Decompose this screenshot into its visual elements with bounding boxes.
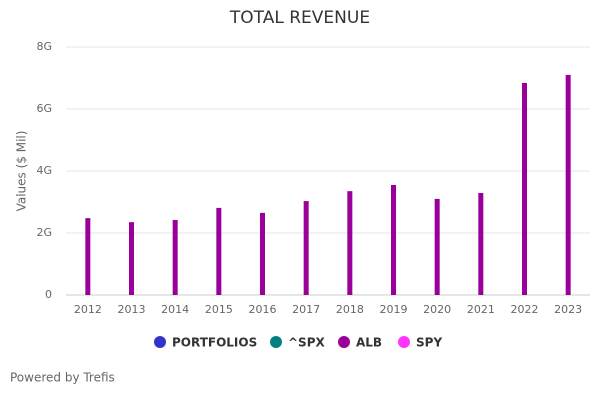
- x-tick-label: 2023: [554, 303, 582, 316]
- x-tick-label: 2018: [336, 303, 364, 316]
- bar: [303, 201, 309, 295]
- legend-marker: [338, 336, 350, 348]
- legend-label: SPY: [416, 336, 442, 350]
- x-tick-label: 2020: [423, 303, 451, 316]
- bar: [478, 193, 484, 295]
- legend-marker: [270, 336, 282, 348]
- legend-marker: [154, 336, 166, 348]
- bar: [347, 191, 353, 295]
- bar: [565, 74, 571, 296]
- legend-label: PORTFOLIOS: [172, 336, 257, 350]
- y-tick-label: 4G: [36, 164, 52, 177]
- x-tick-label: 2017: [292, 303, 320, 316]
- x-tick-label: 2012: [74, 303, 102, 316]
- credits: Powered by Trefis: [10, 371, 115, 385]
- bar: [216, 207, 222, 295]
- x-tick-label: 2022: [511, 303, 539, 316]
- bar: [260, 212, 265, 295]
- y-tick-label: 6G: [36, 102, 52, 115]
- x-tick-label: 2021: [467, 303, 495, 316]
- bar: [391, 184, 396, 295]
- x-tick-label: 2015: [205, 303, 233, 316]
- bar: [172, 219, 178, 295]
- legend-label: ^SPX: [288, 336, 325, 350]
- legend-label: ALB: [356, 336, 382, 350]
- x-tick-label: 2013: [118, 303, 146, 316]
- y-tick-label: 2G: [36, 226, 52, 239]
- legend-marker: [398, 336, 410, 348]
- chart-title: TOTAL REVENUE: [229, 8, 370, 28]
- x-tick-label: 2014: [161, 303, 189, 316]
- bar: [522, 82, 527, 296]
- x-tick-label: 2016: [249, 303, 277, 316]
- y-axis-label: Values ($ Mil): [15, 131, 29, 212]
- bar: [129, 222, 134, 295]
- bar: [434, 198, 440, 295]
- bar: [85, 218, 91, 295]
- x-tick-label: 2019: [380, 303, 408, 316]
- y-tick-label: 8G: [36, 40, 52, 53]
- y-tick-label: 0: [45, 288, 52, 301]
